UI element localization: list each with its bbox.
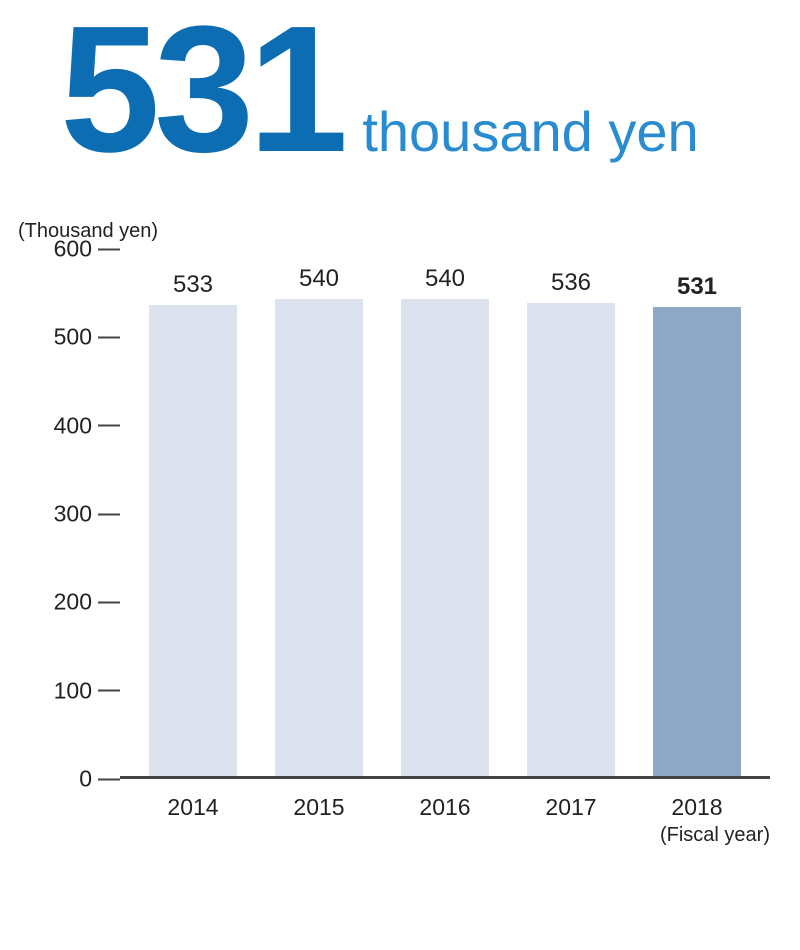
bar: [149, 305, 237, 776]
bar-column: 540: [264, 265, 374, 776]
y-tick-label: 0: [38, 766, 98, 793]
y-tick: 0: [38, 766, 120, 793]
x-label: 2016: [390, 794, 500, 821]
x-label: 2014: [138, 794, 248, 821]
y-axis-title: (Thousand yen): [18, 220, 800, 243]
y-tick-label: 200: [38, 589, 98, 616]
y-tick: 400: [38, 412, 120, 439]
bar-column: 531: [642, 273, 752, 776]
bar: [275, 299, 363, 776]
y-tick-mark: [98, 690, 120, 692]
y-tick-label: 500: [38, 324, 98, 351]
x-axis-title: (Fiscal year): [660, 824, 770, 847]
plot-area: 533 540 540 536 531: [120, 249, 770, 779]
bar: [401, 299, 489, 776]
y-tick-mark: [98, 778, 120, 780]
y-axis-ticks: 0100200300400500600: [20, 249, 120, 779]
y-tick: 100: [38, 677, 120, 704]
y-tick: 500: [38, 324, 120, 351]
headline-unit: thousand yen: [362, 99, 698, 164]
x-label: 2018: [642, 794, 752, 821]
bar: [527, 303, 615, 776]
x-axis-labels: 2014 2015 2016 2017 2018: [120, 784, 770, 821]
bar-value-label: 540: [425, 265, 465, 293]
bar-value-label: 536: [551, 269, 591, 297]
headline-number: 531: [60, 0, 342, 180]
y-tick: 200: [38, 589, 120, 616]
y-tick-mark: [98, 425, 120, 427]
y-tick-mark: [98, 336, 120, 338]
bar-column: 536: [516, 269, 626, 776]
y-tick-label: 400: [38, 412, 98, 439]
y-tick-mark: [98, 513, 120, 515]
bar-value-label: 531: [677, 273, 717, 301]
y-tick-mark: [98, 601, 120, 603]
x-label: 2017: [516, 794, 626, 821]
bar-value-label: 533: [173, 271, 213, 299]
bar-chart: 0100200300400500600 533540540536531 2014…: [20, 249, 780, 809]
y-tick-label: 600: [38, 236, 98, 263]
y-tick-mark: [98, 248, 120, 250]
y-tick-label: 300: [38, 501, 98, 528]
bar-column: 540: [390, 265, 500, 776]
bar-value-label: 540: [299, 265, 339, 293]
x-label: 2015: [264, 794, 374, 821]
y-tick: 300: [38, 501, 120, 528]
bars-container: 533 540 540 536 531: [120, 249, 770, 776]
bar: [653, 307, 741, 776]
bar-column: 533: [138, 271, 248, 776]
y-tick: 600: [38, 236, 120, 263]
y-tick-label: 100: [38, 677, 98, 704]
headline: 531 thousand yen: [0, 0, 800, 180]
